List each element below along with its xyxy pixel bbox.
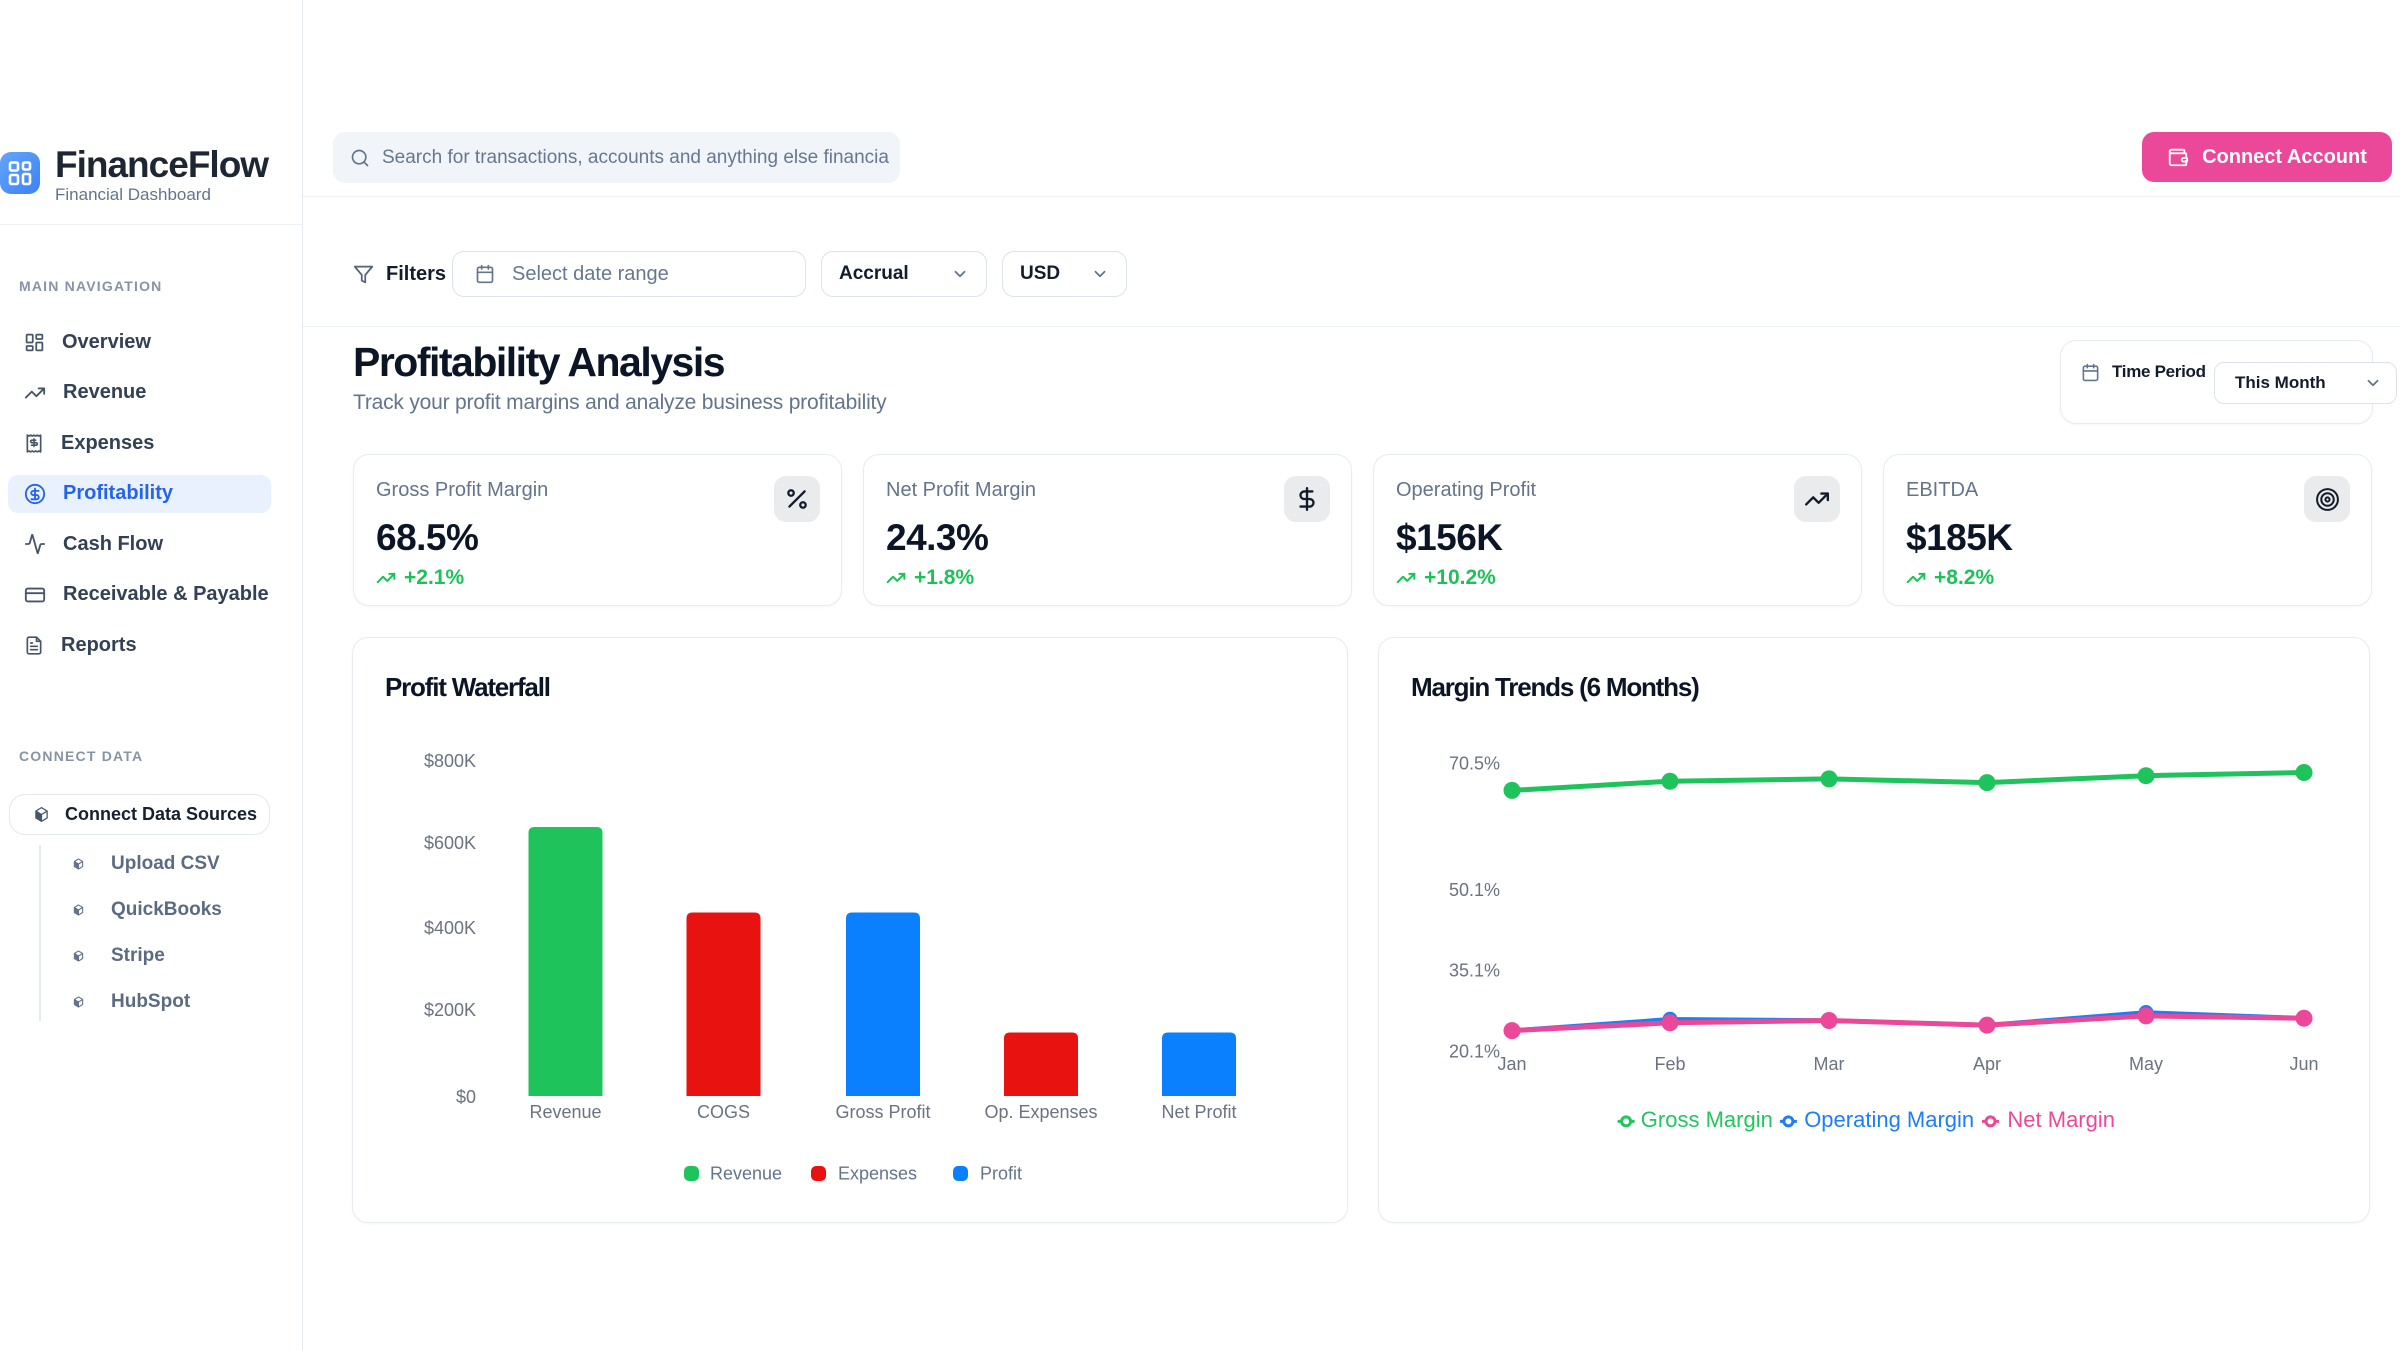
svg-text:$0: $0 xyxy=(456,1087,476,1107)
svg-text:20.1%: 20.1% xyxy=(1449,1041,1500,1061)
svg-text:Jun: Jun xyxy=(2289,1054,2318,1074)
svg-text:Mar: Mar xyxy=(1814,1054,1845,1074)
svg-text:Operating Margin: Operating Margin xyxy=(1804,1107,1974,1132)
svg-text:70.5%: 70.5% xyxy=(1449,753,1500,773)
svg-text:Revenue: Revenue xyxy=(529,1102,601,1122)
svg-text:Jan: Jan xyxy=(1497,1054,1526,1074)
svg-text:Revenue: Revenue xyxy=(710,1164,782,1184)
svg-text:COGS: COGS xyxy=(697,1102,750,1122)
svg-text:Apr: Apr xyxy=(1973,1054,2001,1074)
svg-text:Profit: Profit xyxy=(980,1164,1022,1184)
svg-text:Net Margin: Net Margin xyxy=(2007,1107,2115,1132)
svg-text:Expenses: Expenses xyxy=(838,1164,917,1184)
svg-text:$800K: $800K xyxy=(424,751,476,771)
svg-text:50.1%: 50.1% xyxy=(1449,880,1500,900)
svg-text:Gross Profit: Gross Profit xyxy=(835,1102,930,1122)
svg-text:35.1%: 35.1% xyxy=(1449,961,1500,981)
svg-text:Gross Margin: Gross Margin xyxy=(1641,1107,1773,1132)
svg-text:Op. Expenses: Op. Expenses xyxy=(984,1102,1097,1122)
svg-text:May: May xyxy=(2129,1054,2163,1074)
svg-text:$600K: $600K xyxy=(424,833,476,853)
svg-text:$200K: $200K xyxy=(424,1000,476,1020)
svg-text:Net Profit: Net Profit xyxy=(1161,1102,1236,1122)
svg-text:Feb: Feb xyxy=(1654,1054,1685,1074)
svg-text:$400K: $400K xyxy=(424,918,476,938)
